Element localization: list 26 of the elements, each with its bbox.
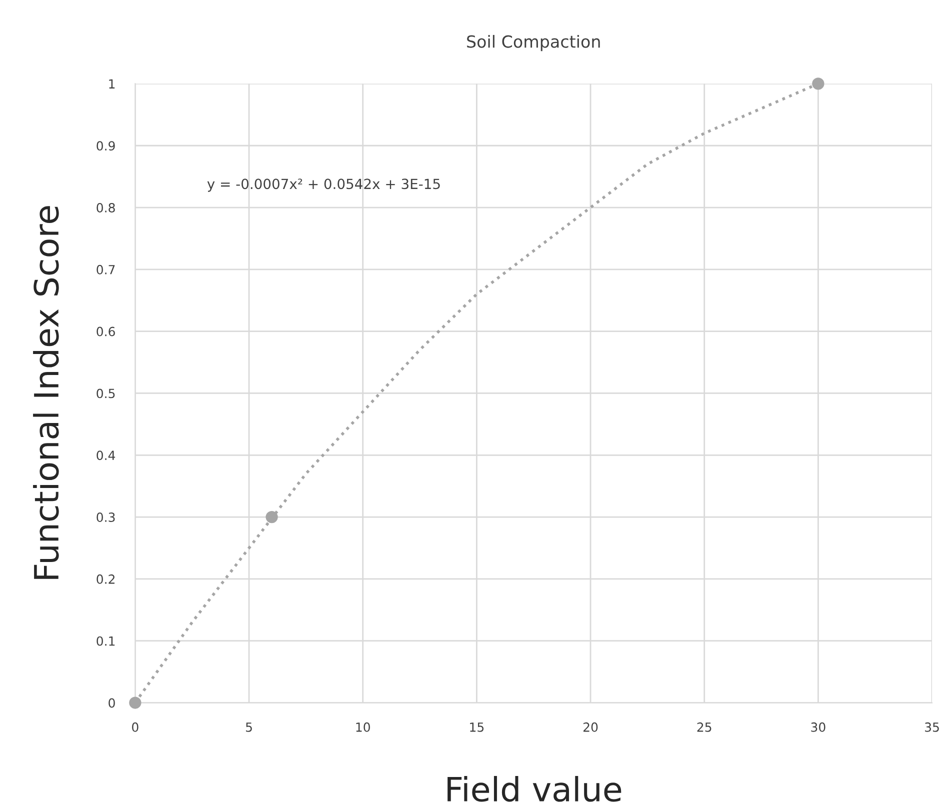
y-tick-label: 0 [108, 698, 115, 708]
y-tick-label: 0.9 [96, 141, 115, 151]
annotation: y = -0.0007x² + 0.0542x + 3E-15 [207, 178, 440, 192]
y-tick-label: 0.8 [96, 203, 115, 212]
x-tick-label: 15 [470, 722, 484, 732]
point [129, 696, 142, 709]
x-tick-label: 30 [811, 722, 826, 732]
point [266, 510, 278, 524]
x-axis-title: Field value [448, 776, 622, 802]
y-tick-label: 0.6 [96, 326, 115, 336]
y-tick-label: 0.1 [96, 636, 115, 646]
chart-title: Soil Compaction [467, 34, 600, 52]
y-axis-title: Functional Index Score [33, 206, 59, 579]
x-tick-label: 20 [583, 722, 598, 732]
x-tick-label: 5 [246, 722, 252, 732]
y-tick-label: 0.3 [96, 512, 115, 522]
y-tick-label: 0.4 [96, 450, 116, 460]
y-tick-label: 0.2 [96, 574, 114, 584]
point [812, 78, 824, 90]
x-tick-label: 0 [132, 722, 138, 732]
y-tick-label: 0.5 [96, 388, 115, 398]
x-tick-label: 35 [925, 722, 939, 732]
x-tick-label: 10 [356, 722, 370, 732]
y-tick-label: 0.7 [96, 264, 115, 274]
y-tick-label: 1 [109, 79, 115, 88]
x-tick-label: 25 [697, 722, 712, 732]
